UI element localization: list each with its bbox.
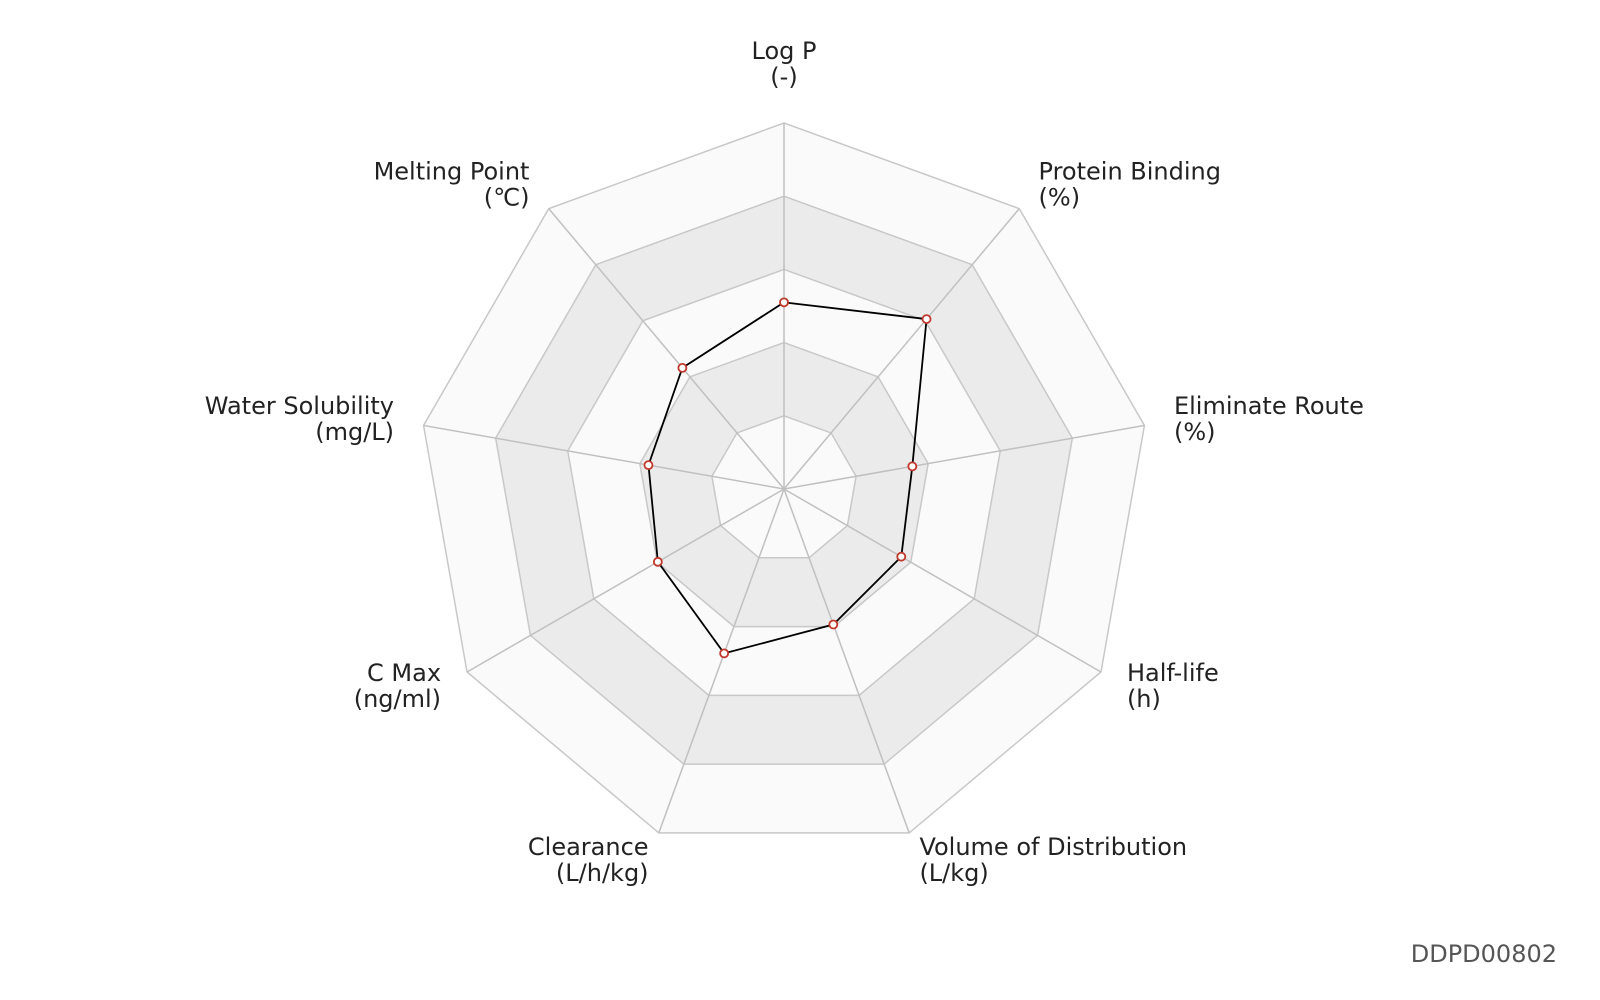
axis-unit: (L/h/kg)	[556, 859, 649, 887]
axis-line	[783, 208, 1020, 490]
axis-line	[466, 488, 785, 673]
data-point	[828, 619, 839, 630]
axis-label: Water Solubility	[205, 392, 394, 420]
axis-line	[548, 208, 785, 490]
axis-unit: (h)	[1127, 685, 1161, 713]
data-point	[643, 460, 654, 471]
axis-label: Melting Point	[374, 158, 530, 186]
axis-line	[658, 488, 785, 834]
axis-unit: (-)	[770, 63, 797, 91]
axis-line	[423, 424, 785, 490]
data-point	[907, 461, 918, 472]
axis-line	[783, 488, 1102, 673]
axis-label: C Max	[367, 659, 441, 687]
axis-unit: (ng/ml)	[354, 685, 441, 713]
footer-id: DDPD00802	[1411, 940, 1557, 968]
axis-label: Protein Binding	[1039, 158, 1221, 186]
data-point	[779, 297, 789, 308]
axis-unit: (%)	[1174, 418, 1216, 446]
axis-unit: (℃)	[484, 184, 530, 212]
axis-label: Log P	[752, 37, 817, 65]
data-point	[921, 314, 932, 324]
axis-line	[783, 488, 910, 834]
axis-unit: (%)	[1039, 184, 1081, 212]
data-line	[647, 301, 928, 655]
data-point	[896, 551, 907, 562]
axis-label: Eliminate Route	[1174, 392, 1364, 420]
data-point	[677, 362, 688, 373]
axis-label: Clearance	[528, 833, 649, 861]
data-point	[652, 556, 663, 567]
axis-unit: (L/kg)	[919, 859, 988, 887]
axis-label: Half-life	[1127, 659, 1219, 687]
axis-label: Volume of Distribution	[919, 833, 1187, 861]
axis-line	[783, 424, 1145, 490]
data-point	[719, 648, 730, 659]
axis-unit: (mg/L)	[315, 418, 394, 446]
